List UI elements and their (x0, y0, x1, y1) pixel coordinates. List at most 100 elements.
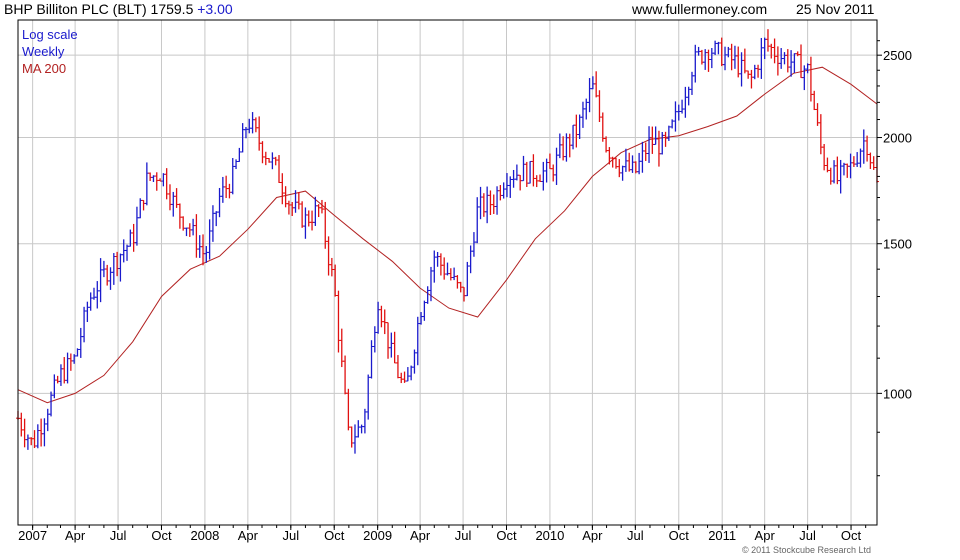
weekly-bar (108, 267, 113, 290)
weekly-bar (164, 168, 169, 200)
weekly-bar (399, 372, 404, 384)
weekly-bar (580, 101, 585, 128)
weekly-bar (257, 116, 262, 151)
weekly-bar (749, 69, 754, 89)
weekly-bar (300, 201, 305, 228)
legend-ma: MA 200 (22, 61, 67, 76)
weekly-bar (475, 197, 480, 244)
weekly-bar (865, 135, 870, 162)
weekly-bar (376, 301, 381, 334)
weekly-bar (594, 71, 599, 98)
weekly-bar (521, 155, 526, 182)
weekly-bar (680, 99, 685, 114)
weekly-bar (210, 205, 215, 242)
weekly-bar (488, 190, 493, 216)
weekly-bar (356, 420, 361, 438)
weekly-bar (835, 156, 840, 185)
weekly-bar (134, 206, 139, 246)
weekly-bar (85, 301, 90, 322)
weekly-bar (647, 126, 652, 163)
weekly-bar (726, 46, 731, 58)
weekly-bar (590, 76, 595, 90)
weekly-bar (775, 46, 780, 76)
weekly-bar (501, 182, 506, 199)
weekly-bar (832, 160, 837, 184)
x-tick-label: Oct (669, 528, 690, 543)
weekly-bar (343, 355, 348, 395)
weekly-bar (471, 232, 476, 257)
weekly-bar (131, 223, 136, 252)
weekly-bar (848, 153, 853, 179)
weekly-bar (118, 253, 123, 282)
price-bars (16, 29, 879, 454)
weekly-bar (306, 210, 311, 227)
weekly-bar (782, 52, 787, 65)
weekly-bar (518, 174, 523, 191)
weekly-bar (19, 412, 24, 437)
weekly-bar (623, 148, 628, 172)
weekly-bar (587, 78, 592, 113)
weekly-bar (359, 424, 364, 434)
weekly-bar (270, 152, 275, 170)
weekly-bar (389, 332, 394, 358)
weekly-bar (217, 187, 222, 218)
weekly-bar (693, 44, 698, 83)
weekly-bar (352, 424, 357, 454)
weekly-bar (382, 309, 387, 335)
weekly-bar (640, 141, 645, 173)
weekly-bar (861, 129, 866, 164)
weekly-bar (273, 156, 278, 166)
weekly-bar (637, 152, 642, 175)
weekly-bar (752, 64, 757, 80)
weekly-bar (336, 290, 341, 353)
weekly-bar (25, 434, 30, 450)
weekly-bar (42, 418, 47, 447)
weekly-bar (656, 130, 661, 167)
x-tick-label: Oct (151, 528, 172, 543)
weekly-bar (630, 155, 635, 173)
legend-weekly: Weekly (22, 44, 65, 59)
weekly-bar (742, 48, 747, 74)
weekly-bar (88, 292, 93, 311)
weekly-bar (379, 305, 384, 328)
weekly-bar (362, 408, 367, 434)
weekly-bar (65, 352, 70, 384)
weekly-bar (716, 41, 721, 55)
weekly-bar (792, 53, 797, 74)
weekly-bar (372, 326, 377, 353)
y-tick-label: 2000 (883, 131, 912, 146)
weekly-bar (141, 199, 146, 211)
chart-title: BHP Billiton PLC (BLT) 1759.5 +3.00 (4, 1, 233, 17)
weekly-bar (789, 50, 794, 77)
weekly-bar (405, 367, 410, 382)
weekly-bar (584, 98, 589, 120)
weekly-bar (194, 214, 199, 258)
weekly-bar (650, 126, 655, 154)
weekly-bar (191, 218, 196, 236)
weekly-bar (812, 90, 817, 111)
weekly-bar (732, 45, 737, 69)
weekly-bar (478, 186, 483, 220)
x-tick-label: Oct (841, 528, 862, 543)
weekly-bar (95, 281, 100, 309)
weekly-bar (148, 172, 153, 182)
weekly-bar (663, 131, 668, 147)
x-tick-label: Oct (324, 528, 345, 543)
weekly-bar (154, 172, 159, 191)
x-tick-label: Oct (496, 528, 517, 543)
y-tick-label: 1500 (883, 237, 912, 252)
site-url: www.fullermoney.com (632, 1, 768, 17)
weekly-bar (673, 101, 678, 132)
weekly-bar (432, 250, 437, 283)
weekly-bar (386, 322, 391, 359)
weekly-bar (547, 153, 552, 170)
weekly-bar (62, 357, 67, 384)
weekly-bar (230, 158, 235, 195)
weekly-bar (491, 194, 496, 214)
weekly-bar (448, 268, 453, 281)
weekly-bar (538, 174, 543, 182)
x-tick-label: 2010 (535, 528, 564, 543)
x-tick-label: Apr (410, 528, 431, 543)
weekly-bar (541, 161, 546, 191)
weekly-bar (171, 191, 176, 217)
